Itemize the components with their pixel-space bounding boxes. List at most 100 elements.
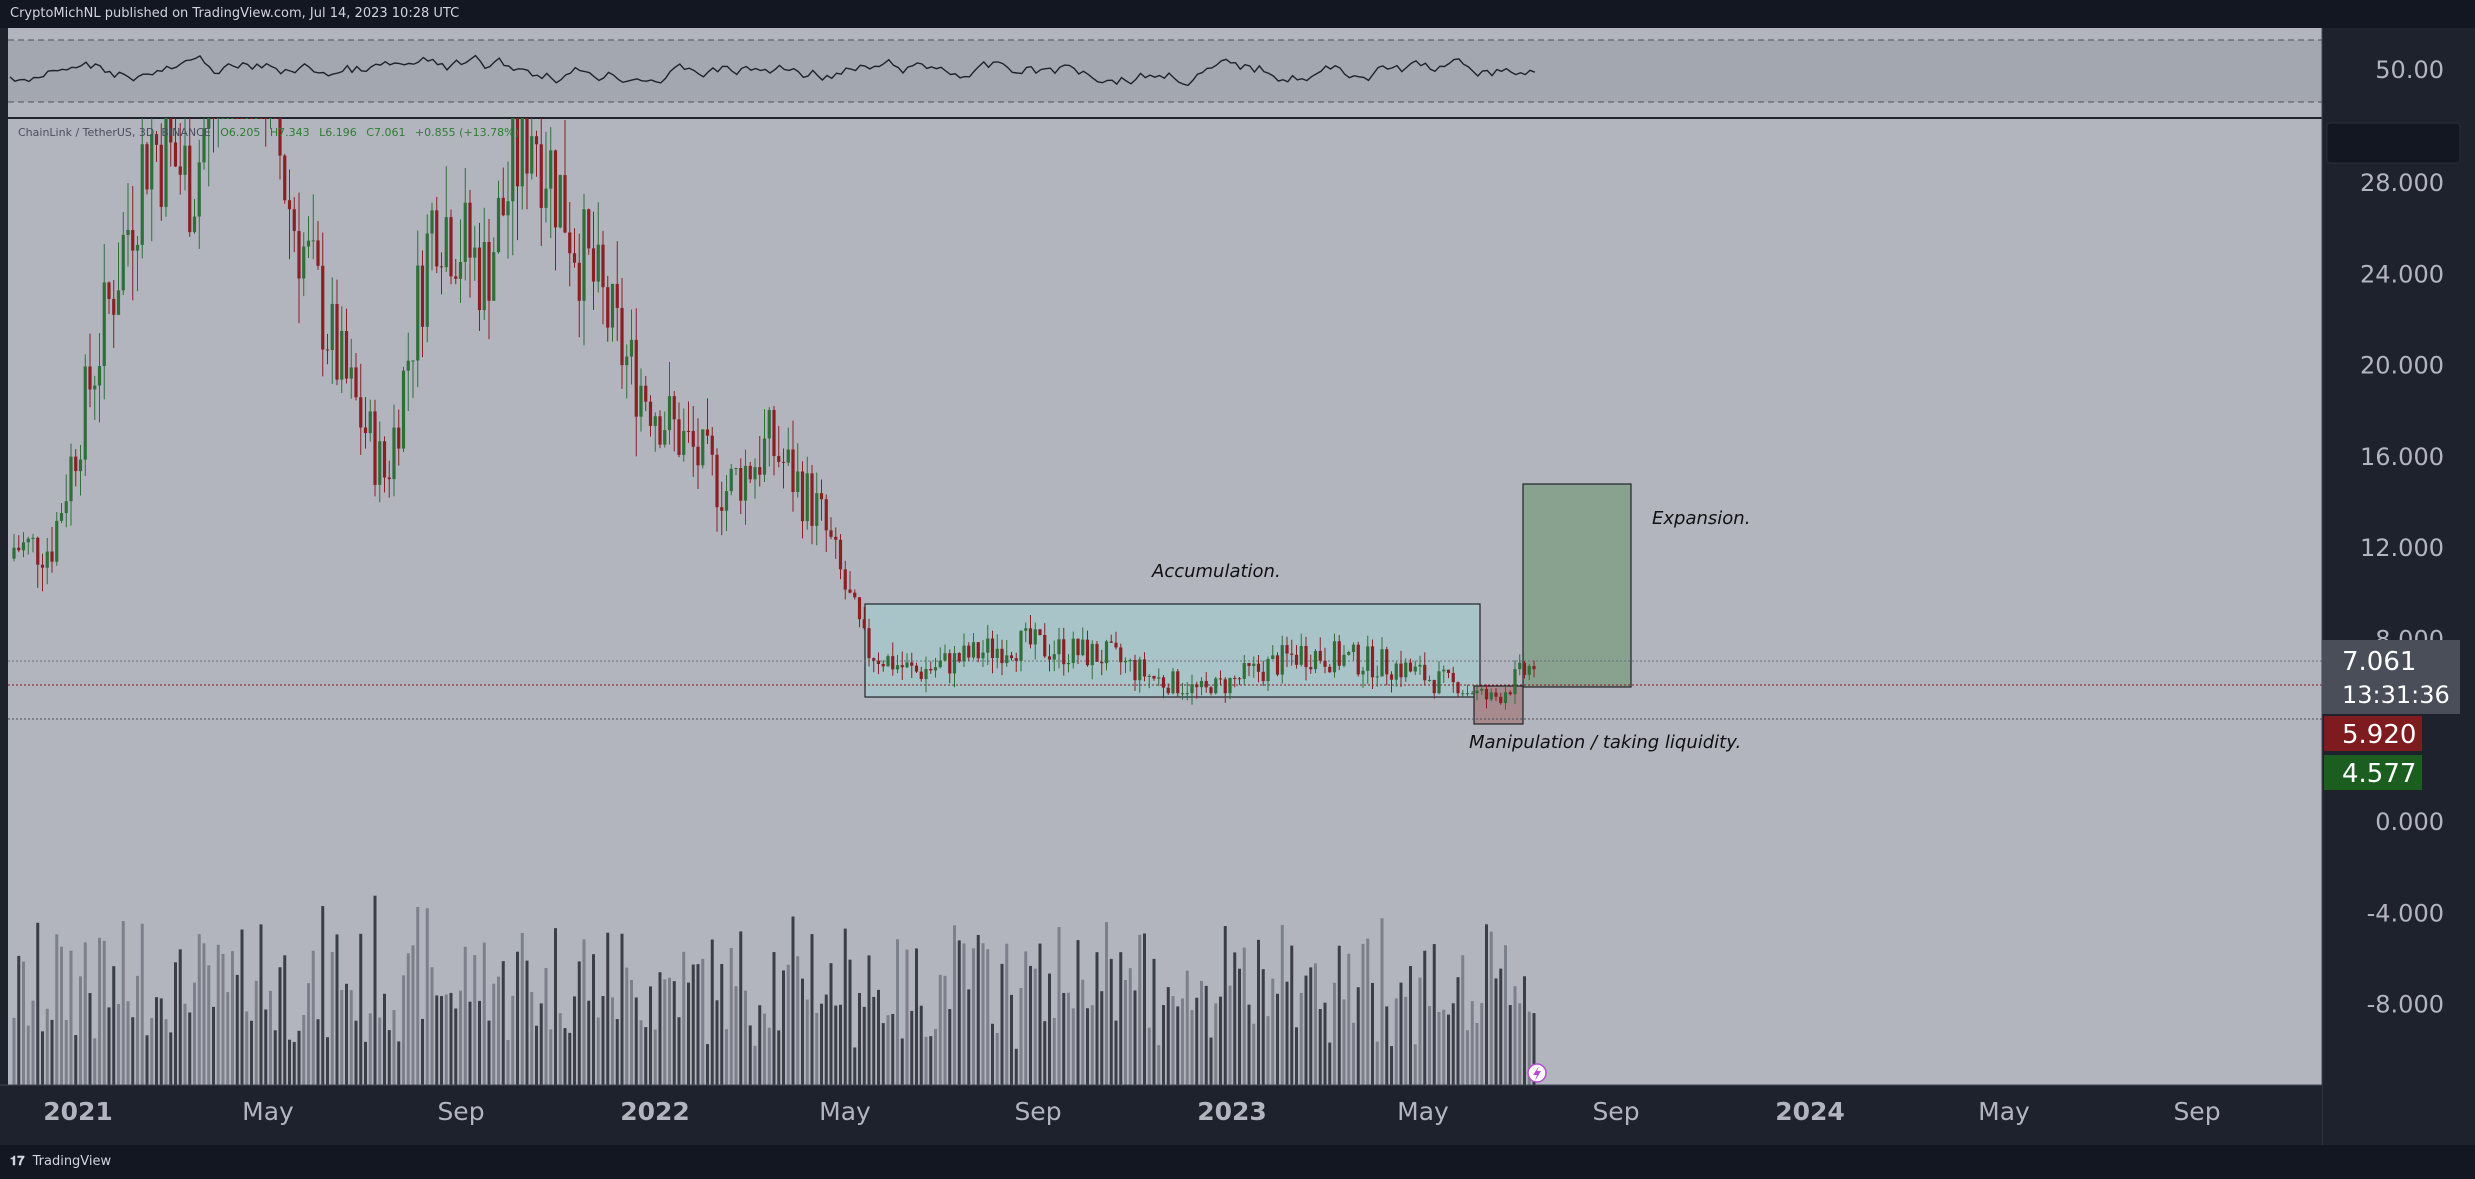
volume-bar [976,934,980,1085]
candle-body [653,416,657,426]
candle-body [976,642,980,659]
red-level-label-box [2324,716,2422,751]
volume-bar [1124,979,1127,1085]
candle-body [1090,643,1094,666]
volume-bar [1409,966,1412,1085]
volume-bar [264,1009,268,1085]
volume-bar [1352,1022,1355,1085]
volume-bar [1228,985,1232,1085]
time-tick-label: 2024 [1775,1097,1845,1126]
candle-body [625,356,629,366]
volume-bar [563,1028,567,1085]
volume-bar [834,1005,838,1085]
volume-bar [64,1019,68,1085]
candle-body [297,231,301,279]
candle-body [1413,666,1417,672]
volume-bar [867,955,871,1085]
publisher-bar: CryptoMichNL published on TradingView.co… [0,0,2475,28]
candle-body [691,430,695,447]
volume-bar [900,1038,904,1085]
volume-bar [250,1020,253,1085]
volume-bar [644,1027,648,1085]
volume-bar [1328,1042,1332,1085]
candle-body [558,175,562,228]
volume-bar [1067,992,1070,1085]
candle-body [1484,688,1489,700]
candle-body [188,145,192,233]
time-axis[interactable] [0,1085,2322,1145]
candle-body [368,411,372,434]
candle-body [563,175,567,233]
volume-bar [886,1015,890,1085]
candle-body [515,118,520,187]
candle-body [254,118,258,119]
volume-bar [501,961,505,1085]
price-chart[interactable]: Accumulation. Expansion. Manipulation / … [0,28,2475,1145]
candle-body [17,547,21,551]
candle-body [382,441,387,478]
candle-body [150,134,154,190]
volume-bar [79,976,82,1085]
candle-body [36,537,40,565]
volume-bar [492,983,496,1085]
volume-bar [22,961,25,1085]
candle-body [64,501,68,514]
legend-open: O6.205 [220,126,261,139]
candle-body [202,128,206,163]
volume-bar [41,1031,44,1085]
volume-bar [402,975,405,1085]
volume-bar [625,967,629,1085]
candle-body [259,118,263,119]
candle-body [544,188,548,208]
volume-bar [1461,955,1465,1085]
volume-bar [558,1013,562,1085]
volume-bar [288,1039,291,1085]
volume-bar [259,924,263,1085]
candle-body [69,456,73,502]
volume-bar [1380,918,1384,1085]
volume-bar [805,999,809,1085]
candle-body [1513,669,1517,695]
volume-bar [226,992,230,1085]
volume-bar [150,1017,154,1085]
volume-bar [948,1009,952,1085]
volume-bar [810,934,814,1085]
candle-body [240,118,244,119]
candle-body [1157,677,1161,679]
price-axis[interactable] [2322,28,2475,1145]
candle-body [553,150,558,228]
time-tick-label: Sep [437,1097,484,1126]
volume-bar [663,979,667,1085]
candle-body [31,537,35,539]
volume-bar [1323,1002,1327,1085]
candle-body [853,592,857,598]
candle-body [910,662,914,666]
candle-body [249,118,254,119]
candle-body [734,468,738,470]
expansion-zone[interactable] [1522,483,1632,688]
volume-bar [796,956,800,1085]
volume-bar [454,1008,458,1085]
volume-bar [554,928,557,1085]
candle-body [986,638,990,653]
volume-bar [568,1032,572,1085]
volume-bar [1399,982,1403,1085]
lightning-icon[interactable] [1527,1063,1547,1083]
candle-body [629,339,634,357]
volume-bar [136,975,139,1085]
volume-bar [1385,1006,1389,1085]
candle-body [881,664,885,667]
candle-body [596,244,600,282]
volume-bar [1309,967,1313,1085]
volume-bar [1494,978,1498,1085]
candle-body [753,467,757,480]
candle-body [971,642,976,658]
volume-bar [1518,1003,1522,1085]
candle-body [449,217,453,277]
volume-bar [1024,951,1028,1085]
candle-body [55,520,59,562]
candle-body [1499,696,1503,704]
tradingview-brand: TradingView [32,1154,112,1169]
volume-bar [1423,950,1427,1085]
volume-bar [50,1019,54,1085]
